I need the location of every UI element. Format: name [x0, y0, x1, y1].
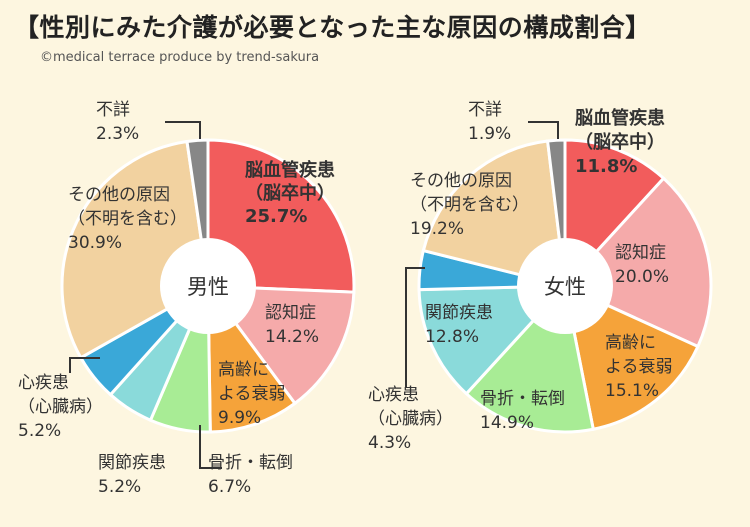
slice-label: （心臓病）	[18, 397, 103, 417]
slice-label: 心疾患	[18, 373, 69, 393]
leader-line	[165, 121, 201, 139]
slice-label: （不明を含む）	[68, 209, 187, 229]
slice-label: その他の原因	[410, 171, 512, 191]
slice-value-label: 5.2%	[18, 421, 61, 441]
slice-value-label: 19.2%	[410, 219, 464, 239]
slice-label: 高齢に	[605, 333, 656, 353]
slice-label: 認知症	[265, 303, 316, 323]
slice-label: よる衰弱	[218, 384, 286, 404]
slice-label: その他の原因	[68, 185, 170, 205]
slice-label: 脳血管疾患	[245, 159, 335, 181]
slice-value-label: 12.8%	[425, 327, 479, 347]
slice-value-label: 25.7%	[245, 206, 307, 227]
slice-value-label: 4.3%	[368, 433, 411, 453]
slice-value-label: 14.2%	[265, 327, 319, 347]
slice-label: 認知症	[615, 243, 666, 263]
center-label: 男性	[187, 275, 229, 299]
pie-hole	[160, 238, 256, 334]
pie-slice	[206, 138, 356, 294]
leader-line	[199, 425, 222, 469]
slice-value-label: 30.9%	[68, 233, 122, 253]
slice-label: （不明を含む）	[410, 195, 529, 215]
center-label: 女性	[544, 275, 586, 299]
slice-label: 関節疾患	[98, 453, 166, 473]
slice-label: （脳卒中）	[245, 182, 335, 204]
slice-label: 不詳	[468, 100, 502, 120]
slice-label: よる衰弱	[605, 357, 673, 377]
pie-slice	[562, 283, 700, 432]
pie-slice	[562, 176, 713, 349]
slice-value-label: 14.9%	[480, 413, 534, 433]
pie-slice	[421, 139, 567, 288]
slice-value-label: 20.0%	[615, 267, 669, 287]
slice-value-label: 2.3%	[96, 124, 139, 144]
leader-line	[528, 121, 559, 139]
leader-line	[405, 267, 425, 388]
slice-value-label: 1.9%	[468, 124, 511, 144]
slice-label: 関節疾患	[425, 303, 493, 323]
slice-value-label: 9.9%	[218, 408, 261, 428]
slice-label: 脳血管疾患	[575, 107, 665, 129]
slice-label: 不詳	[96, 100, 130, 120]
slice-label: （脳卒中）	[575, 131, 665, 153]
chart-title: 【性別にみた介護が必要となった主な原因の構成割合】	[14, 13, 651, 42]
slice-value-label: 6.7%	[208, 477, 251, 497]
slice-value-label: 5.2%	[98, 477, 141, 497]
slice-label: 高齢に	[218, 360, 269, 380]
slice-value-label: 15.1%	[605, 381, 659, 401]
slice-value-label: 11.8%	[575, 156, 637, 177]
slice-label: 骨折・転倒	[480, 389, 565, 409]
credit-text: ©medical terrace produce by trend-sakura	[40, 50, 320, 65]
pie-hole	[517, 238, 613, 334]
slice-label: 心疾患	[368, 385, 419, 405]
slice-label: 骨折・転倒	[208, 453, 293, 473]
leader-line	[69, 357, 100, 373]
slice-label: （心臓病）	[368, 409, 453, 429]
